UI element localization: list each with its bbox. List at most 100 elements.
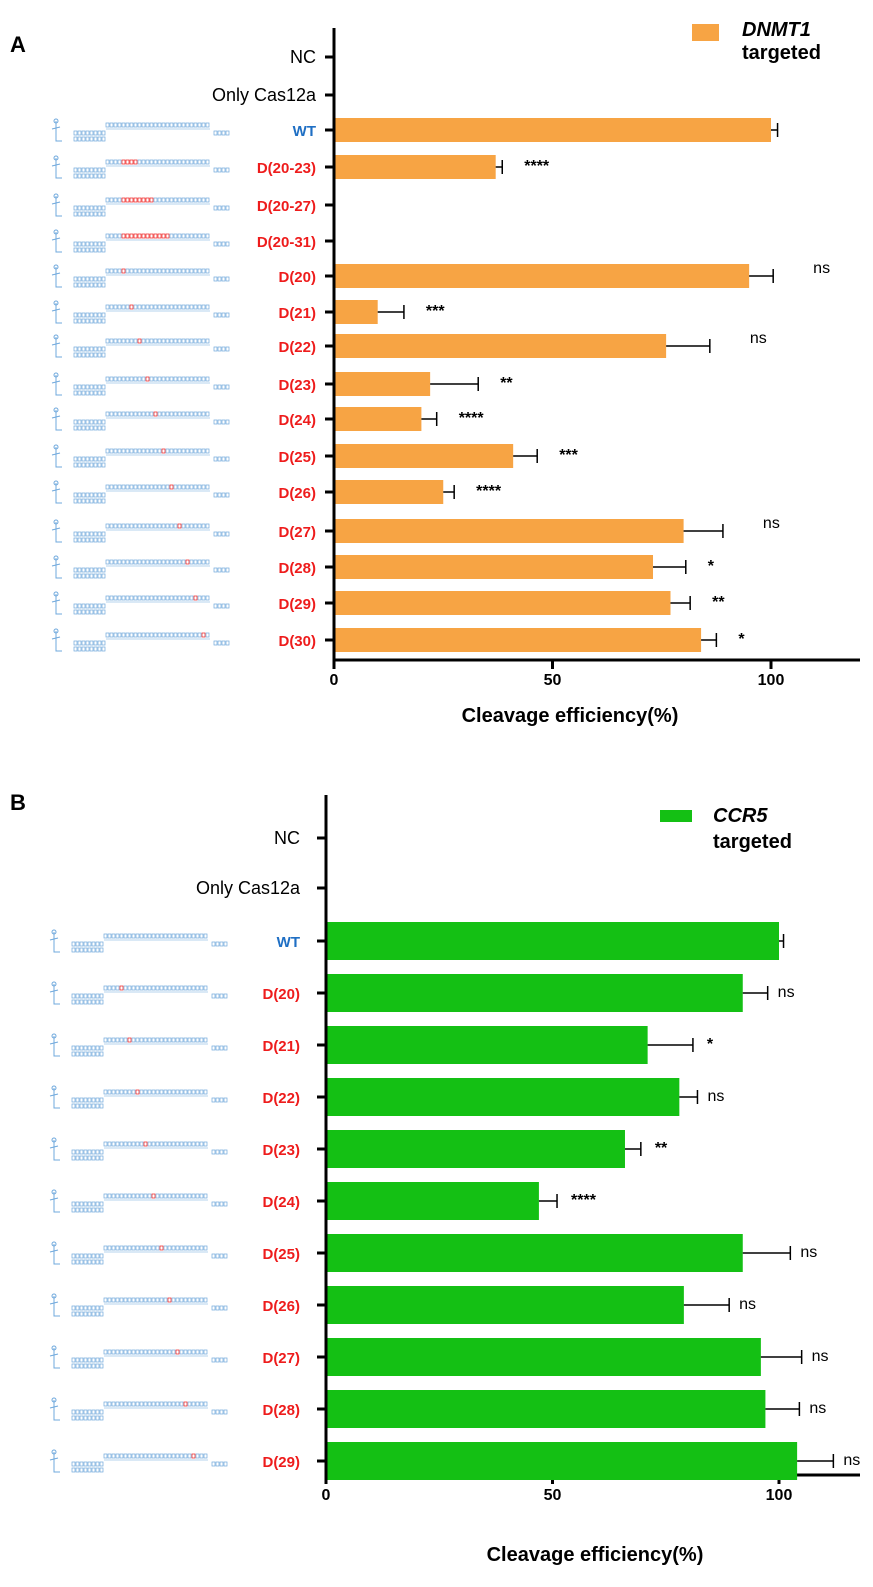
bar: [335, 628, 702, 652]
category-label: D(22): [278, 339, 316, 356]
x-tick-label: 0: [322, 1487, 331, 1504]
panel-b: B 0 50 100 Cleavage efficiency(%) CCR5 target…: [10, 790, 860, 1566]
crrna-structure-icon: [51, 480, 230, 504]
crrna-structure-icon: [51, 555, 230, 579]
x-axis-title: Cleavage efficiency(%): [462, 705, 679, 727]
bar: [327, 974, 743, 1012]
bar: [335, 591, 671, 615]
crrna-structure-icon: [51, 372, 230, 396]
category-label: D(20): [262, 986, 300, 1003]
crrna-structure-icon: [51, 444, 230, 468]
significance-label: ns: [778, 984, 795, 1001]
panel-b-label: B: [10, 790, 26, 815]
bar: [327, 922, 779, 960]
crrna-structure-icon: [49, 1449, 228, 1473]
bar: [327, 1130, 625, 1168]
bar: [327, 1234, 743, 1272]
bar: [335, 118, 771, 142]
crrna-structure-icon: [49, 1293, 228, 1317]
crrna-structure-icon: [49, 1345, 228, 1369]
category-label: WT: [277, 934, 300, 951]
crrna-structure-icon: [49, 1137, 228, 1161]
category-label: D(23): [262, 1142, 300, 1159]
category-label: D(25): [278, 449, 316, 466]
crrna-structure-icon: [51, 628, 230, 652]
crrna-structure-icon: [51, 407, 230, 431]
crrna-structure-icon: [49, 1241, 228, 1265]
crrna-structure-icon: [51, 193, 230, 217]
category-label: WT: [293, 123, 316, 140]
bar: [335, 155, 496, 179]
bar: [335, 334, 667, 358]
category-label: D(27): [278, 524, 316, 541]
significance-label: ns: [763, 515, 780, 532]
category-label: D(27): [262, 1350, 300, 1367]
category-label: D(20-31): [257, 234, 316, 251]
bar: [335, 407, 422, 431]
x-axis-title: Cleavage efficiency(%): [487, 1544, 704, 1566]
significance-label: **: [655, 1140, 668, 1157]
category-label: D(23): [278, 377, 316, 394]
crrna-structure-icon: [51, 300, 230, 324]
category-label: D(29): [278, 596, 316, 613]
significance-label: **: [500, 375, 513, 392]
bar: [327, 1442, 798, 1480]
crrna-structure-icon: [49, 929, 228, 953]
bar: [335, 480, 444, 504]
category-label: D(28): [278, 560, 316, 577]
legend-swatch: [660, 810, 692, 822]
bar: [335, 555, 654, 579]
legend-swatch: [692, 24, 719, 41]
crrna-structure-icon: [49, 1033, 228, 1057]
category-label: D(24): [278, 412, 316, 429]
significance-label: ****: [524, 158, 550, 175]
legend-gene: CCR5: [713, 805, 768, 827]
crrna-structure-icon: [49, 1189, 228, 1213]
bar: [327, 1182, 539, 1220]
panel-a: A 0 50 100 Cleavage efficiency(%) DNMT1targe…: [10, 19, 860, 727]
crrna-structure-icon: [49, 1397, 228, 1421]
category-label: Only Cas12a: [212, 85, 317, 105]
bar: [327, 1338, 761, 1376]
crrna-structure-icon: [51, 155, 230, 179]
bar: [327, 1286, 684, 1324]
category-label: D(26): [278, 485, 316, 502]
significance-label: ns: [750, 330, 767, 347]
panel-a-label: A: [10, 32, 26, 57]
crrna-structure-icon: [51, 264, 230, 288]
significance-label: *: [707, 1036, 714, 1053]
category-label: D(21): [262, 1038, 300, 1055]
x-tick-label: 0: [330, 672, 339, 689]
bar: [335, 519, 684, 543]
significance-label: ***: [559, 447, 578, 464]
bar: [327, 1026, 648, 1064]
bar: [335, 372, 431, 396]
significance-label: ns: [739, 1296, 756, 1313]
significance-label: ***: [426, 303, 445, 320]
bar: [327, 1390, 766, 1428]
x-tick-label: 100: [766, 1487, 793, 1504]
legend-gene: DNMT1: [742, 19, 811, 41]
crrna-structure-icon: [51, 118, 230, 142]
x-tick-label: 100: [758, 672, 785, 689]
crrna-structure-icon: [49, 981, 228, 1005]
category-label: D(25): [262, 1246, 300, 1263]
significance-label: *: [738, 631, 745, 648]
category-label: NC: [274, 828, 300, 848]
legend-text: targeted: [713, 831, 792, 853]
legend-text: targeted: [742, 42, 821, 64]
bar: [335, 444, 514, 468]
legend: CCR5 targeted: [660, 805, 792, 853]
category-label: D(20): [278, 269, 316, 286]
significance-label: ns: [813, 260, 830, 277]
category-label: D(28): [262, 1402, 300, 1419]
crrna-structure-icon: [51, 229, 230, 253]
category-label: D(24): [262, 1194, 300, 1211]
bar: [335, 264, 750, 288]
category-label: D(20-23): [257, 160, 316, 177]
category-label: D(26): [262, 1298, 300, 1315]
category-label: D(20-27): [257, 198, 316, 215]
significance-label: ****: [571, 1192, 597, 1209]
